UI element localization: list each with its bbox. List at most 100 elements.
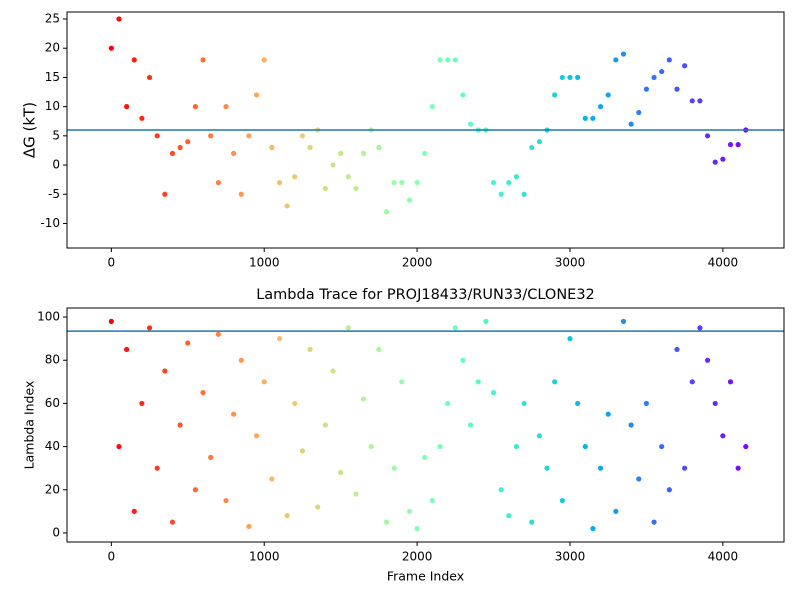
point — [238, 191, 244, 197]
point — [330, 368, 336, 374]
y-tick-label: 0 — [52, 158, 60, 172]
point — [735, 142, 741, 148]
y-tick-label: 100 — [37, 310, 60, 324]
point — [322, 422, 328, 428]
point — [452, 325, 458, 331]
point — [292, 174, 298, 180]
point — [208, 133, 214, 139]
point — [338, 469, 344, 476]
point — [636, 476, 642, 482]
point — [414, 179, 420, 186]
point — [223, 497, 229, 504]
x-tick-label: 2000 — [402, 256, 433, 270]
point — [674, 346, 680, 353]
point — [131, 508, 137, 514]
x-tick-label: 4000 — [708, 256, 739, 270]
point — [643, 86, 650, 92]
point — [613, 57, 619, 63]
point — [445, 57, 451, 63]
point — [651, 519, 657, 525]
point — [651, 74, 657, 81]
x-tick-label: 0 — [108, 550, 116, 564]
point — [215, 179, 221, 186]
point — [712, 159, 718, 165]
point — [628, 121, 634, 127]
point — [544, 465, 550, 471]
point — [529, 519, 535, 525]
point — [139, 400, 145, 407]
point — [192, 104, 199, 110]
point — [620, 318, 627, 324]
point — [139, 115, 145, 121]
point — [628, 422, 634, 428]
point — [200, 57, 206, 63]
point — [360, 150, 367, 156]
point — [338, 150, 344, 156]
point — [185, 340, 191, 346]
point — [429, 497, 435, 504]
point — [582, 443, 588, 450]
axes-frame — [66, 11, 785, 249]
x-tick-label: 3000 — [555, 550, 586, 564]
point — [383, 209, 390, 215]
point — [231, 411, 237, 417]
point — [689, 379, 695, 385]
point — [177, 422, 183, 428]
point — [567, 74, 573, 81]
point — [315, 504, 321, 510]
y-tick-label: 5 — [52, 128, 60, 142]
point — [437, 443, 443, 450]
point — [154, 465, 160, 471]
point — [330, 162, 336, 168]
point — [299, 133, 306, 139]
point — [307, 346, 313, 353]
point — [697, 325, 703, 331]
point — [238, 357, 244, 363]
point — [414, 526, 420, 532]
point — [483, 318, 489, 324]
point — [636, 109, 642, 116]
point — [192, 487, 199, 493]
point — [146, 74, 153, 81]
point — [231, 150, 237, 156]
point — [689, 98, 695, 104]
point — [659, 443, 665, 450]
y-tick-label: 15 — [45, 70, 60, 84]
point — [506, 179, 512, 186]
x-axis-label: Frame Index — [387, 569, 464, 584]
point — [422, 150, 428, 156]
point — [292, 400, 298, 407]
point — [460, 92, 466, 98]
point — [322, 185, 328, 192]
point — [391, 179, 397, 186]
point — [284, 513, 290, 519]
point — [200, 390, 206, 396]
point — [666, 487, 672, 493]
y-axis-label: Lambda Index — [22, 381, 37, 470]
point — [124, 346, 130, 353]
point — [727, 379, 734, 385]
x-tick-label: 4000 — [708, 550, 739, 564]
point — [246, 133, 252, 139]
point — [345, 174, 351, 180]
point — [590, 526, 596, 532]
point — [162, 191, 168, 197]
point — [215, 331, 221, 337]
point — [536, 433, 542, 439]
point — [582, 115, 588, 121]
point — [704, 133, 711, 139]
point — [682, 465, 688, 471]
point — [345, 325, 351, 331]
point — [575, 400, 581, 407]
point — [146, 325, 153, 331]
point — [567, 336, 573, 342]
point — [269, 476, 275, 482]
y-axis-label: ΔG (kT) — [21, 102, 39, 158]
point — [712, 400, 718, 407]
point — [246, 523, 252, 530]
point — [536, 139, 542, 145]
y-tick-label: 10 — [45, 99, 60, 113]
point — [261, 57, 267, 63]
point — [735, 465, 741, 471]
point — [253, 92, 260, 98]
